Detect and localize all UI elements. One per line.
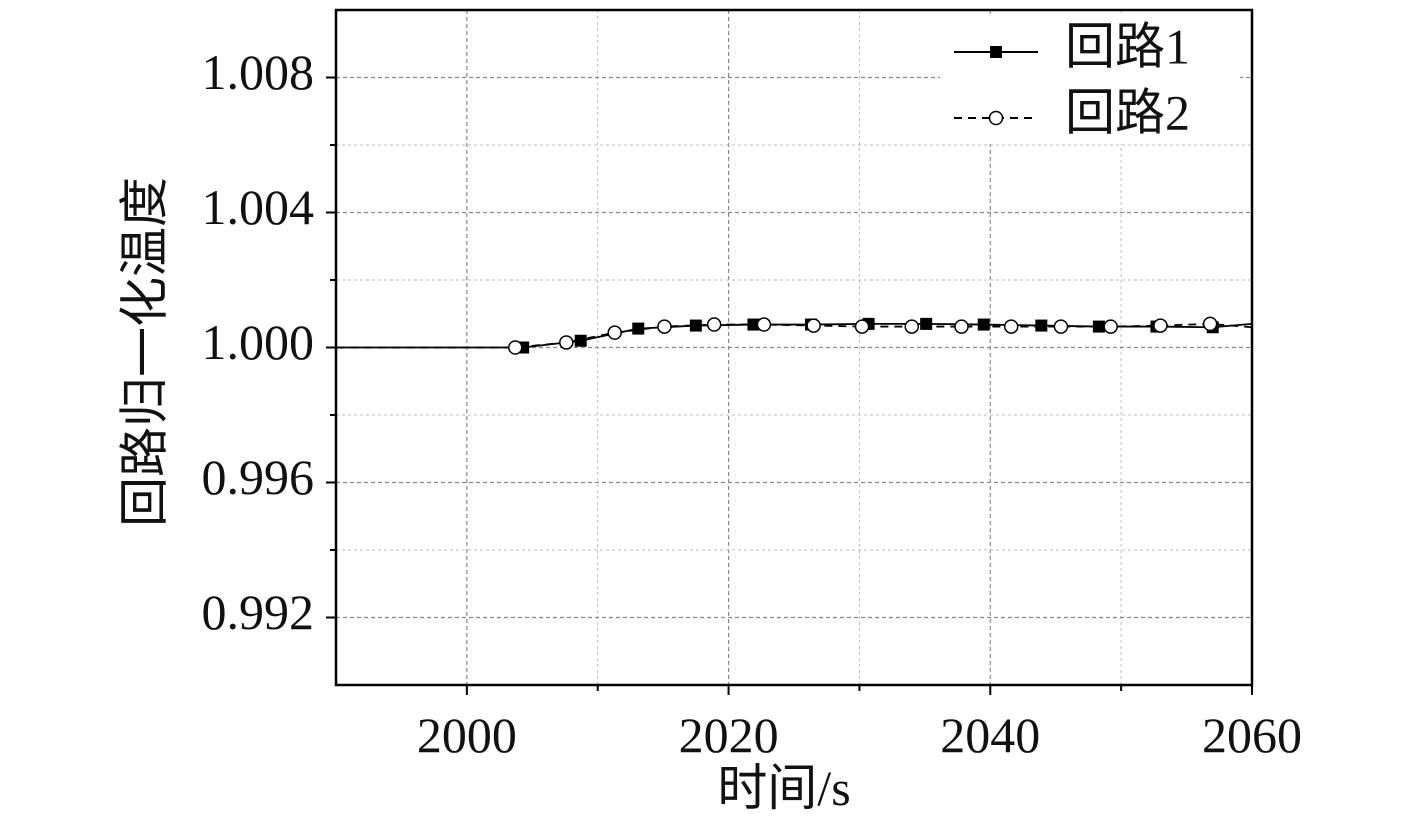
marker [1035, 319, 1048, 332]
axes: 2000 2020 2040 2060 0.992 0.996 1.000 1.004 1.00… [202, 8, 1302, 763]
marker [559, 335, 574, 350]
marker [954, 319, 969, 334]
marker [607, 325, 622, 340]
marker [854, 319, 870, 334]
legend-label: 回路2 [1065, 84, 1190, 140]
x-axis-label: 时间/s [717, 760, 850, 816]
marker [990, 46, 1002, 58]
marker [904, 319, 920, 334]
marker [988, 110, 1004, 126]
y-axis-label: 回路归一化温度 [116, 177, 172, 527]
marker [706, 317, 722, 332]
marker [977, 318, 990, 331]
x-tick-label: 2040 [940, 707, 1040, 763]
marker [756, 317, 772, 332]
marker [689, 319, 702, 332]
legend-label: 回路1 [1065, 18, 1190, 74]
plot-marks [336, 316, 1253, 355]
marker [1153, 318, 1168, 333]
x-tick-label: 2000 [417, 707, 517, 763]
marker [657, 319, 672, 334]
y-tick-label: 0.992 [202, 584, 315, 640]
x-tick-label: 2060 [1202, 707, 1302, 763]
marker [574, 334, 587, 347]
marker [1053, 319, 1069, 334]
plot-frame [334, 8, 1254, 687]
marker [1202, 316, 1218, 332]
marker [508, 340, 523, 355]
x-tick-label: 2020 [679, 707, 779, 763]
marker [747, 318, 760, 331]
y-tick-label: 0.996 [202, 449, 315, 505]
marker [1003, 319, 1019, 334]
marker [1092, 320, 1105, 333]
marker [806, 318, 821, 333]
marker [1103, 319, 1118, 334]
marker [920, 317, 933, 330]
marker [632, 322, 645, 335]
legend-box [940, 14, 1240, 144]
y-tick-label: 1.004 [202, 179, 315, 235]
y-tick-label: 1.000 [202, 314, 315, 370]
y-tick-label: 1.008 [202, 44, 315, 100]
